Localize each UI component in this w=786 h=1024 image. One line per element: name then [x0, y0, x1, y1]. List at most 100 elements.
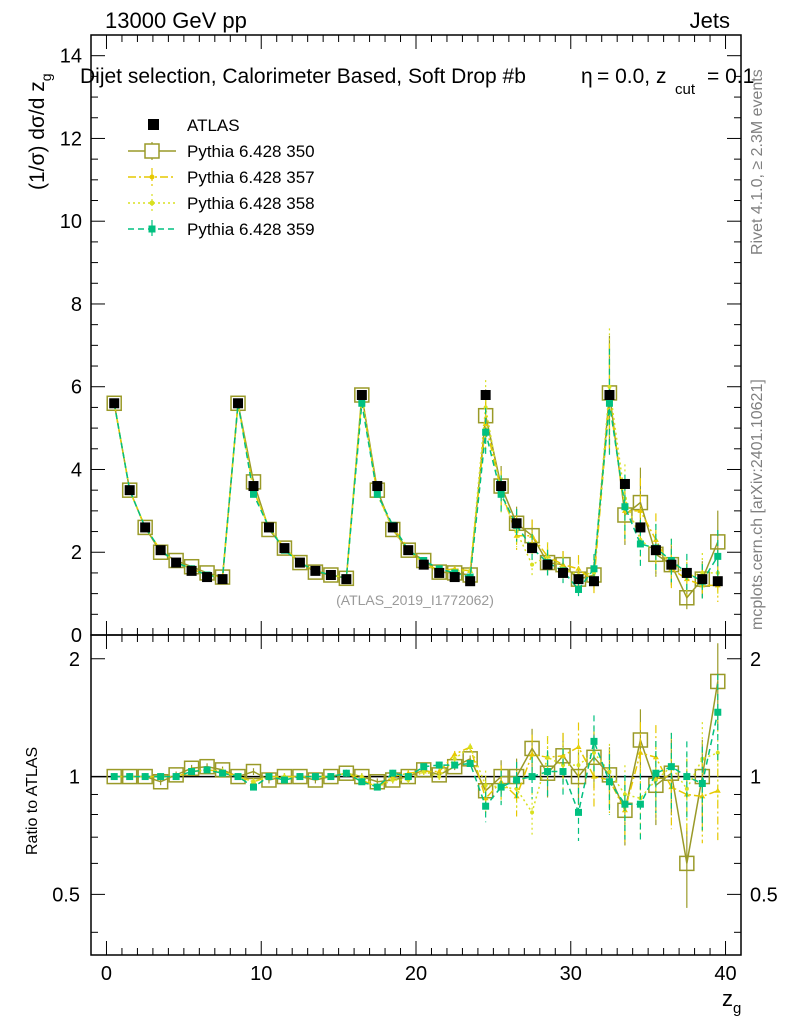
- atlas-point: [558, 567, 569, 578]
- atlas-point: [511, 518, 522, 529]
- legend-entry: ATLAS: [148, 116, 240, 135]
- ratio-series-4-point: [327, 773, 335, 781]
- ratio-series-2-point: [529, 751, 536, 757]
- atlas-point: [233, 398, 244, 409]
- atlas-point: [542, 559, 553, 570]
- ratio-series-4-point: [296, 773, 304, 781]
- main-series-1-point: [121, 482, 138, 498]
- legend-entry: Pythia 6.428 357: [128, 168, 315, 187]
- main-y-tick-label: 2: [71, 542, 82, 564]
- main-series-4-point: [605, 399, 613, 407]
- legend-label: Pythia 6.428 350: [187, 142, 315, 161]
- ratio-series-3-point: [251, 779, 256, 784]
- ratio-series-1-point: [214, 762, 231, 778]
- main-series-1: [106, 335, 726, 610]
- atlas-point: [140, 522, 151, 533]
- atlas-point: [712, 576, 723, 587]
- main-series-1-point: [400, 542, 417, 558]
- ratio-series-4-point: [250, 783, 257, 791]
- ratio-y-tick-labels: 0.5 0.5 1 1 2 2: [52, 649, 778, 907]
- atlas-point: [619, 478, 630, 489]
- main-series-4-point: [250, 490, 257, 498]
- ratio-series-3-point: [607, 769, 612, 774]
- main-series-4-point: [358, 399, 366, 407]
- ratio-series-4-point: [141, 773, 149, 781]
- legend-label: Pythia 6.428 358: [187, 194, 315, 213]
- x-tick-label: 20: [405, 963, 427, 985]
- legend-marker: [148, 225, 156, 233]
- main-series-4-point: [636, 540, 644, 548]
- ratio-series-4-point: [420, 763, 428, 771]
- main-series-4-line: [113, 403, 719, 591]
- atlas-point: [217, 574, 228, 585]
- atlas-point: [418, 559, 429, 570]
- legend-label: Pythia 6.428 357: [187, 168, 315, 187]
- ratio-series-4-point: [358, 778, 366, 786]
- main-series-4-point: [621, 503, 629, 511]
- atlas-point: [527, 543, 538, 554]
- main-series-4-point: [482, 428, 490, 436]
- atlas-point: [263, 522, 274, 533]
- main-series-3-point: [700, 570, 705, 575]
- ratio-series-3-point: [468, 745, 473, 749]
- ratio-series-3-point: [390, 777, 395, 782]
- ratio-series-4-point: [280, 776, 288, 784]
- atlas-point: [341, 574, 352, 585]
- ratio-series-1-point: [183, 760, 200, 777]
- main-y-label-text: (1/σ) dσ/d z: [26, 81, 49, 190]
- ratio-series-3-point: [684, 786, 689, 791]
- ratio-series-3-point: [545, 755, 550, 760]
- main-data-layer: [106, 328, 726, 610]
- atlas-point: [650, 545, 661, 556]
- ratio-series-4: [110, 674, 722, 842]
- main-series-4-point: [590, 565, 598, 573]
- ratio-series-1-point: [415, 762, 432, 778]
- ratio-series-3-point: [576, 763, 581, 768]
- main-y-label: (1/σ) dσ/d zg: [26, 73, 54, 190]
- ratio-series-4-point: [342, 769, 350, 777]
- ratio-y-tick-label: 1: [69, 767, 80, 789]
- ratio-series-2-point: [451, 751, 458, 757]
- atlas-point: [372, 481, 383, 492]
- atlas-point: [387, 522, 398, 533]
- ratio-series-3-point: [653, 777, 658, 782]
- atlas-point: [681, 567, 692, 578]
- atlas-point: [635, 522, 646, 533]
- ratio-series-3-point: [622, 792, 627, 797]
- ratio-series-3-point: [452, 756, 457, 761]
- main-y-tick-label: 12: [60, 128, 82, 150]
- header-left: 13000 GeV pp: [105, 8, 247, 33]
- ratio-series-2-point: [436, 768, 443, 774]
- ratio-series-1-point: [307, 772, 324, 788]
- main-y-tick-labels: 0 2 4 6 8 10 12 14: [60, 46, 82, 647]
- mcplots-label: mcplots.cern.ch [arXiv:2401.10621]: [749, 379, 766, 630]
- title-end: = 0.1: [707, 65, 754, 88]
- atlas-point: [403, 545, 414, 556]
- atlas-point: [604, 390, 615, 400]
- main-panel: 0 2 4 6 8 10 12 14 (ATLAS_2019_I1772062): [60, 34, 742, 647]
- main-series-1-point: [323, 567, 339, 583]
- ratio-series-4-point: [636, 800, 644, 808]
- main-series-1-point: [292, 554, 308, 571]
- atlas-point: [171, 557, 182, 568]
- ratio-series-4-point: [544, 768, 552, 776]
- main-series-3-point: [607, 384, 612, 389]
- legend-entry: Pythia 6.428 359: [128, 220, 315, 239]
- atlas-point: [186, 565, 197, 576]
- main-series-1-point: [276, 540, 293, 556]
- ratio-series-1-point: [261, 772, 277, 788]
- x-tick-label: 40: [714, 963, 736, 985]
- ratio-x-tick-labels: 0 10 20 30 40: [101, 963, 737, 985]
- ratio-y-label: Ratio to ATLAS: [24, 747, 41, 855]
- ratio-y-tick-label: 2: [69, 649, 80, 671]
- legend-entry: Pythia 6.428 350: [128, 142, 315, 161]
- atlas-point: [449, 572, 460, 583]
- ratio-panel: 0.5 0.5 1 1 2 2 0 10 20 30 40: [52, 634, 778, 985]
- ratio-series-1-point: [632, 732, 649, 748]
- atlas-point: [496, 481, 507, 492]
- main-y-tick-label: 8: [71, 294, 82, 316]
- ratio-series-4-line: [114, 712, 719, 816]
- atlas-point: [202, 572, 213, 583]
- atlas-point: [248, 481, 259, 492]
- ratio-series-4-point: [234, 773, 242, 781]
